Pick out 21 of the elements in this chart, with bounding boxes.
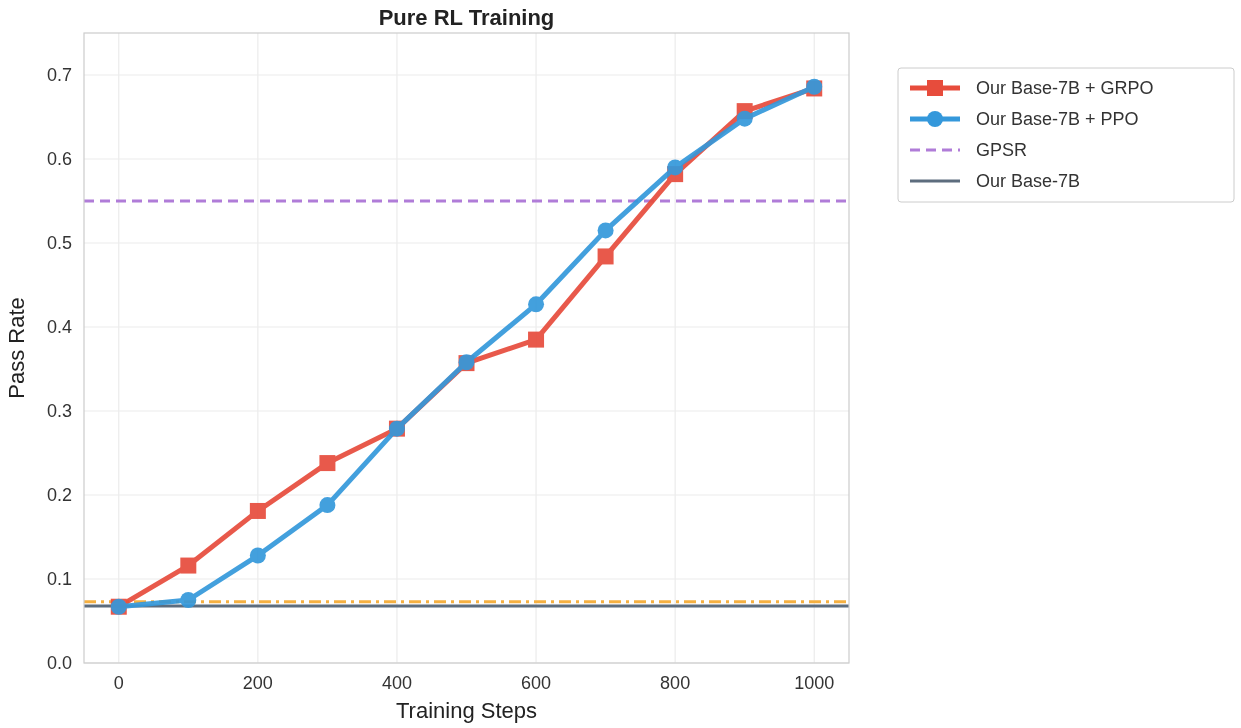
chart-title: Pure RL Training xyxy=(378,5,555,30)
y-tick-label: 0.1 xyxy=(46,569,72,589)
x-tick-label: 0 xyxy=(113,673,124,693)
y-tick-label: 0.4 xyxy=(46,317,72,337)
legend-label: Our Base-7B + GRPO xyxy=(976,78,1154,98)
legend-label: GPSR xyxy=(976,140,1028,160)
y-tick-label: 0.2 xyxy=(46,485,72,505)
x-axis-title: Training Steps xyxy=(395,698,538,723)
x-tick-label: 1000 xyxy=(794,673,835,693)
y-tick-label: 0.5 xyxy=(46,233,72,253)
x-tick-label: 600 xyxy=(521,673,552,693)
x-tick-label: 200 xyxy=(242,673,273,693)
y-tick-label: 0.6 xyxy=(46,149,72,169)
x-tick-label: 800 xyxy=(660,673,691,693)
y-tick-label: 0.3 xyxy=(46,401,72,421)
y-axis-title: Pass Rate xyxy=(4,297,29,399)
y-tick-label: 0.7 xyxy=(46,65,72,85)
legend-label: Our Base-7B + PPO xyxy=(976,109,1139,129)
x-tick-label: 400 xyxy=(381,673,412,693)
legend-label: Our Base-7B xyxy=(976,171,1081,191)
y-tick-label: 0.0 xyxy=(46,653,72,673)
